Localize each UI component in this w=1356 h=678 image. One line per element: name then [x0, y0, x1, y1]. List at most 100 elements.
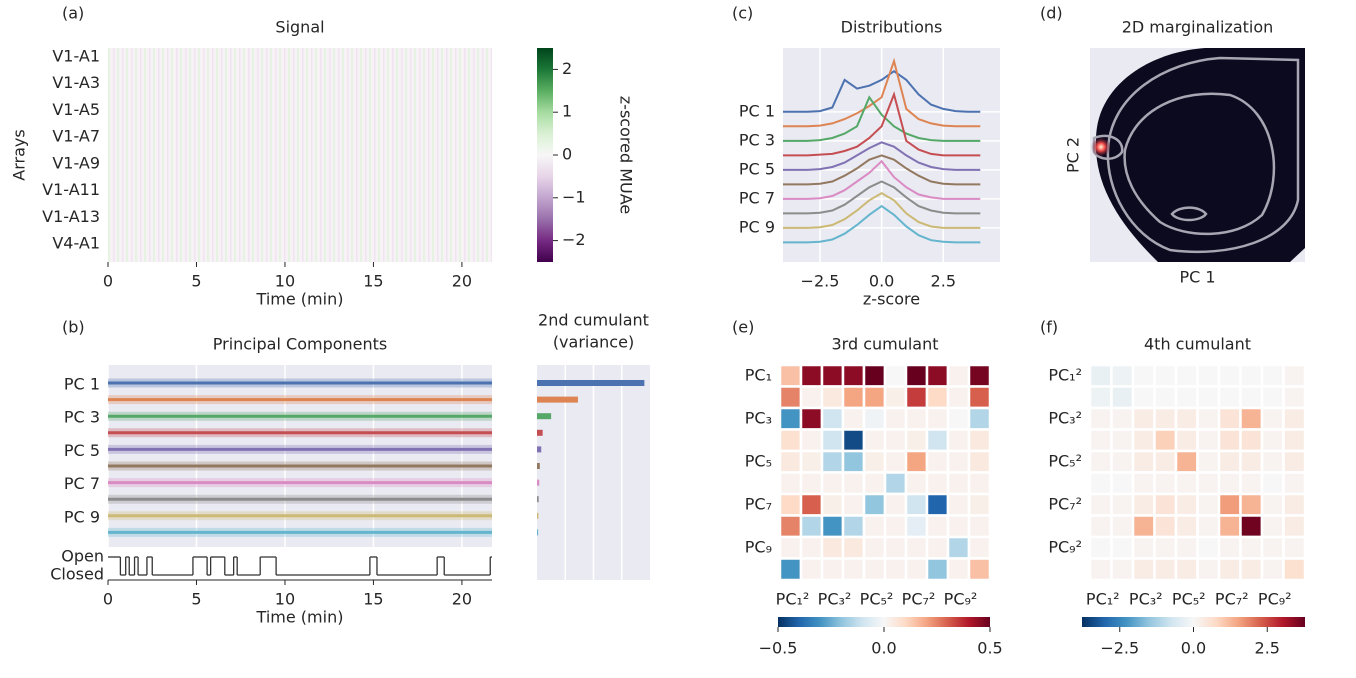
matrix-cell — [1153, 535, 1178, 560]
matrix-cell — [1260, 363, 1285, 388]
matrix-cell — [1131, 449, 1156, 474]
matrix-cell — [1196, 471, 1221, 496]
matrix-cell — [1196, 557, 1221, 582]
matrix-cell — [904, 514, 929, 539]
matrix-cell — [1282, 492, 1307, 517]
matrix-cell — [1131, 557, 1156, 582]
y-tick-label: Closed — [50, 565, 104, 584]
matrix-cell — [1174, 385, 1199, 410]
panel-label: (d) — [1040, 4, 1063, 23]
matrix-cell — [1110, 557, 1135, 582]
matrix-cell — [1260, 406, 1285, 431]
matrix-cell — [841, 449, 866, 474]
matrix-cell — [1196, 406, 1221, 431]
matrix-cell — [1217, 514, 1242, 539]
y-tick-label: PC 7 — [739, 188, 775, 207]
matrix-cell — [1260, 535, 1285, 560]
matrix-cell — [1282, 406, 1307, 431]
matrix-cell — [1217, 406, 1242, 431]
matrix-cell — [1282, 385, 1307, 410]
matrix-cell — [1088, 449, 1113, 474]
density-curve — [783, 57, 981, 128]
matrix-cell — [1110, 535, 1135, 560]
matrix-cell — [799, 535, 824, 560]
matrix-cell — [1196, 363, 1221, 388]
heatmap-image — [108, 48, 492, 262]
x-tick-label: 0 — [103, 272, 113, 291]
x-axis-label: z-score — [863, 290, 920, 309]
y-tick-label: PC₁² — [1048, 365, 1082, 384]
matrix-cell — [1153, 406, 1178, 431]
x-tick-label: PC₁² — [1086, 590, 1120, 609]
matrix-cell — [841, 492, 866, 517]
matrix-cell — [925, 557, 950, 582]
matrix-cell — [946, 492, 971, 517]
matrix-cell — [841, 428, 866, 453]
matrix-cell — [862, 449, 887, 474]
matrix-cell — [1153, 557, 1178, 582]
colorbar-tick-label: 0.0 — [871, 639, 896, 658]
matrix-cell — [1217, 363, 1242, 388]
panel-label: (e) — [732, 318, 754, 337]
matrix-cell — [1131, 428, 1156, 453]
matrix-cell — [1239, 471, 1264, 496]
matrix-cell — [883, 449, 908, 474]
x-tick-label: −2.5 — [801, 272, 840, 291]
matrix-cell — [925, 449, 950, 474]
matrix-cell — [904, 471, 929, 496]
matrix-cell — [904, 557, 929, 582]
density-curve — [783, 180, 981, 215]
x-tick-label: 15 — [363, 590, 383, 609]
matrix-cell — [925, 406, 950, 431]
y-tick-label: PC 9 — [64, 507, 100, 526]
matrix-cell — [778, 535, 803, 560]
bar — [537, 380, 645, 386]
bar — [537, 496, 539, 503]
matrix-cell — [1153, 428, 1178, 453]
matrix-cell — [1131, 406, 1156, 431]
bar — [537, 463, 540, 469]
bar — [537, 413, 552, 420]
matrix-cell — [820, 449, 845, 474]
matrix-cell — [1174, 535, 1199, 560]
colorbar-tick-label: 0.0 — [1181, 639, 1206, 658]
matrix-cell — [841, 363, 866, 388]
colorbar-tick-label: −1 — [562, 187, 586, 206]
matrix-cell — [967, 492, 992, 517]
matrix-cell — [1088, 406, 1113, 431]
x-tick-label: PC₇² — [1215, 590, 1249, 609]
y-tick-label: PC₇² — [1048, 494, 1082, 513]
matrix-cell — [967, 514, 992, 539]
panel-title: Principal Components — [213, 335, 388, 354]
matrix-cell — [1174, 557, 1199, 582]
matrix-cell — [778, 492, 803, 517]
matrix-cell — [1239, 535, 1264, 560]
density-image — [1090, 48, 1305, 262]
x-tick-label: PC₅² — [1172, 590, 1206, 609]
matrix-cell — [904, 535, 929, 560]
matrix-cell — [1110, 492, 1135, 517]
matrix-cell — [862, 514, 887, 539]
matrix-cell — [1260, 492, 1285, 517]
y-tick-label: PC₉ — [745, 537, 772, 556]
matrix-cell — [820, 471, 845, 496]
x-tick-label: PC₉² — [944, 590, 978, 609]
matrix-cell — [1110, 363, 1135, 388]
bar — [537, 529, 539, 536]
y-tick-label: V1-A13 — [42, 207, 100, 226]
matrix-cell — [1174, 492, 1199, 517]
matrix-cell — [1153, 449, 1178, 474]
matrix-cell — [1239, 514, 1264, 539]
matrix-cell — [1174, 471, 1199, 496]
matrix-cell — [799, 557, 824, 582]
density-curve — [783, 91, 981, 157]
matrix-cell — [862, 535, 887, 560]
matrix-cell — [799, 428, 824, 453]
matrix-cell — [1131, 492, 1156, 517]
density-curve — [783, 154, 981, 186]
matrix-cell — [1239, 385, 1264, 410]
matrix-cell — [1088, 428, 1113, 453]
y-tick-label: V1-A11 — [42, 180, 100, 199]
density-curve — [783, 69, 981, 113]
matrix-cell — [778, 363, 803, 388]
